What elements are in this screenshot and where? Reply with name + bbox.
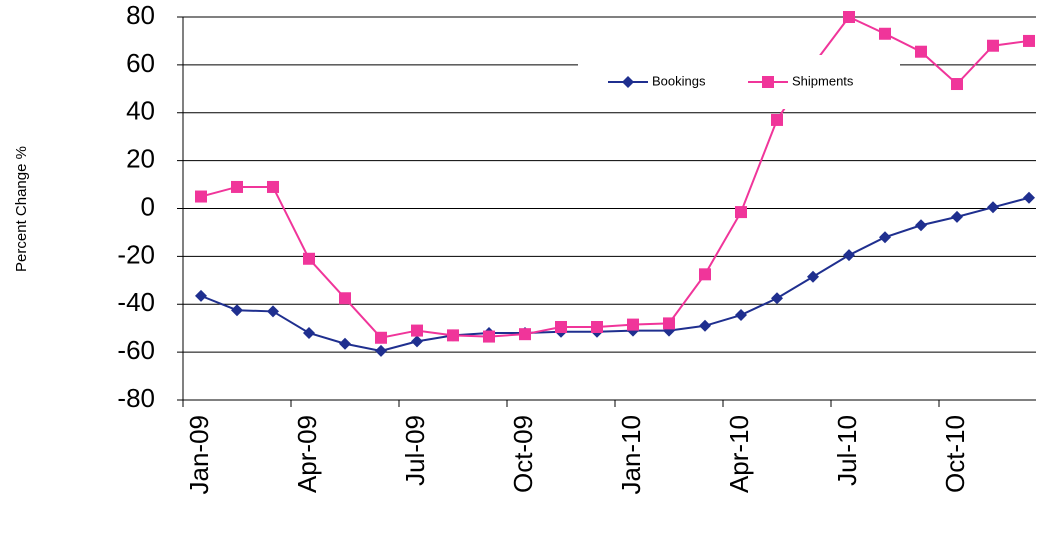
point	[1023, 191, 1035, 204]
x-tick-label: Apr-10	[724, 415, 754, 493]
y-tick-label: -40	[117, 287, 155, 317]
legend-label: Bookings	[652, 73, 706, 88]
point	[411, 324, 423, 337]
point	[555, 320, 567, 333]
y-axis-label: Percent Change %	[13, 146, 30, 272]
x-tick-label: Oct-10	[940, 415, 970, 493]
point	[195, 289, 207, 302]
point	[411, 335, 423, 348]
point	[987, 201, 999, 214]
point	[735, 206, 747, 219]
point	[267, 305, 279, 318]
point	[339, 292, 351, 305]
x-tick-label: Jan-09	[184, 415, 214, 495]
legend: Bookings Shipments	[578, 55, 900, 109]
y-tick-label: -80	[117, 383, 155, 413]
x-tick-label: Jul-09	[400, 415, 430, 486]
legend-marker	[622, 76, 634, 88]
point	[915, 219, 927, 232]
x-tick-label: Oct-09	[508, 415, 538, 493]
point	[879, 231, 891, 244]
point	[483, 330, 495, 343]
y-tick-label: 20	[126, 144, 155, 174]
point	[915, 45, 927, 58]
y-tick-label: -60	[117, 335, 155, 365]
point	[591, 320, 603, 333]
point	[519, 328, 531, 341]
point	[771, 292, 783, 305]
point	[987, 39, 999, 52]
point	[1023, 34, 1035, 47]
point	[735, 309, 747, 322]
point	[375, 344, 387, 357]
x-tick-label: Jan-10	[616, 415, 646, 495]
y-tick-label: 60	[126, 48, 155, 78]
point	[663, 317, 675, 330]
point	[699, 268, 711, 281]
point	[231, 304, 243, 317]
x-tick-label: Apr-09	[292, 415, 322, 493]
point	[447, 329, 459, 342]
point	[879, 27, 891, 40]
y-tick-label: -20	[117, 239, 155, 269]
point	[807, 270, 819, 283]
point	[267, 180, 279, 193]
point	[195, 190, 207, 203]
point	[843, 11, 855, 23]
y-tick-label: 80	[126, 0, 155, 30]
point	[771, 113, 783, 126]
point	[375, 331, 387, 344]
point	[303, 326, 315, 339]
point	[627, 318, 639, 331]
point	[339, 337, 351, 350]
x-tick-label: Jul-10	[832, 415, 862, 486]
legend-label: Shipments	[792, 73, 854, 88]
y-tick-label: 0	[141, 191, 155, 221]
series-line	[200, 196, 1030, 352]
point	[303, 252, 315, 265]
point	[951, 78, 963, 91]
point	[231, 180, 243, 193]
point	[951, 210, 963, 223]
legend-marker	[762, 76, 774, 88]
point	[699, 319, 711, 332]
point	[843, 249, 855, 262]
y-tick-label: 40	[126, 96, 155, 126]
